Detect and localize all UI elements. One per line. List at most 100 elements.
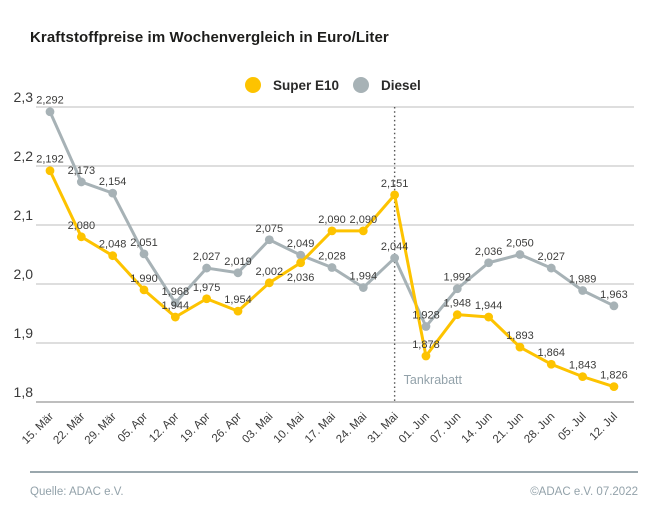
x-tick-label: 31. Mai <box>366 411 401 446</box>
data-point-super-e10 <box>170 312 180 322</box>
data-point-label: 2,050 <box>506 238 534 250</box>
data-point-super-e10 <box>484 312 494 322</box>
data-point-diesel <box>139 249 149 259</box>
data-point-label: 2,051 <box>130 237 158 249</box>
x-tick-label: 22. Mär <box>51 411 87 447</box>
x-tick-label: 26. Apr <box>210 411 244 445</box>
data-point-super-e10 <box>515 342 525 352</box>
data-point-label: 2,019 <box>224 256 252 268</box>
data-point-label: 2,292 <box>36 95 64 107</box>
data-point-label: 1,954 <box>224 294 252 306</box>
data-point-diesel <box>202 263 212 273</box>
annotation-label-tankrabatt: Tankrabatt <box>404 373 463 387</box>
x-tick-label: 05. Apr <box>116 411 150 445</box>
data-point-label: 1,944 <box>475 300 503 312</box>
data-point-super-e10 <box>609 382 619 392</box>
x-tick-label: 14. Jun <box>460 411 495 446</box>
legend-label-super-e10: Super E10 <box>273 77 340 93</box>
data-point-diesel <box>264 235 274 245</box>
data-point-label: 2,027 <box>538 251 566 263</box>
data-point-label: 1,864 <box>538 347 566 359</box>
data-point-super-e10 <box>546 359 556 369</box>
x-tick-label: 03. Mai <box>240 411 275 446</box>
y-tick-label: 1,9 <box>14 325 34 341</box>
data-point-diesel <box>358 283 368 292</box>
legend-label-diesel: Diesel <box>381 77 421 93</box>
footer-divider <box>30 471 638 473</box>
data-point-super-e10 <box>296 258 306 268</box>
x-tick-label: 12. Apr <box>147 411 181 445</box>
x-tick-label: 17. Mai <box>303 411 338 446</box>
data-point-diesel <box>296 250 306 260</box>
data-point-label: 2,075 <box>256 223 284 235</box>
data-point-super-e10 <box>108 251 118 261</box>
data-point-label: 1,826 <box>600 370 628 382</box>
data-point-super-e10 <box>578 372 588 382</box>
data-point-diesel <box>484 258 494 268</box>
y-tick-label: 2,2 <box>14 148 34 164</box>
data-point-label: 2,044 <box>381 241 409 253</box>
diesel-legend-dot-icon <box>353 77 370 93</box>
data-point-label: 1,878 <box>412 339 440 351</box>
data-point-diesel <box>546 263 556 273</box>
data-point-label: 1,948 <box>444 298 472 310</box>
data-point-diesel <box>76 177 86 187</box>
data-point-label: 2,049 <box>287 238 315 250</box>
super-e10-legend-dot-icon <box>245 77 261 93</box>
data-point-label: 2,173 <box>68 165 96 177</box>
data-point-super-e10 <box>45 166 55 176</box>
data-point-diesel <box>390 253 400 263</box>
legend-item-diesel: Diesel <box>353 77 421 93</box>
data-point-super-e10 <box>76 232 86 242</box>
data-point-diesel <box>578 286 588 295</box>
data-point-super-e10 <box>390 190 400 200</box>
data-point-diesel <box>327 263 337 272</box>
legend-item-super-e10: Super E10 <box>245 77 339 93</box>
data-point-super-e10 <box>452 310 462 320</box>
data-point-label: 1,975 <box>193 282 221 294</box>
data-point-label: 1,990 <box>130 273 158 285</box>
x-tick-label: 01. Jun <box>397 411 432 446</box>
data-point-super-e10 <box>327 226 337 236</box>
data-point-super-e10 <box>139 285 149 295</box>
y-tick-label: 2,3 <box>14 89 34 105</box>
data-point-diesel <box>452 284 462 294</box>
x-tick-label: 21. Jun <box>491 411 526 446</box>
data-point-label: 2,192 <box>36 154 64 166</box>
data-point-diesel <box>421 322 431 331</box>
data-point-diesel <box>108 188 118 198</box>
data-point-diesel <box>515 250 525 259</box>
x-tick-label: 10. Mai <box>272 411 307 446</box>
data-point-label: 2,080 <box>68 220 96 232</box>
data-point-label: 2,048 <box>99 239 127 251</box>
data-point-super-e10 <box>358 226 368 236</box>
data-point-super-e10 <box>421 351 431 361</box>
data-point-label: 2,151 <box>381 178 409 190</box>
x-tick-label: 12. Jul <box>588 411 620 443</box>
y-tick-label: 1,8 <box>14 384 34 400</box>
source-credit: Quelle: ADAC e.V. <box>30 486 124 498</box>
x-tick-label: 05. Jul <box>556 411 588 443</box>
x-tick-label: 28. Jun <box>522 411 557 446</box>
x-tick-label: 15. Mär <box>20 411 56 447</box>
data-point-diesel <box>233 268 243 278</box>
chart-title: Kraftstoffpreise im Wochenvergleich in E… <box>30 29 389 46</box>
data-point-label: 2,090 <box>350 214 378 226</box>
data-point-label: 1,928 <box>412 309 440 321</box>
x-tick-label: 29. Mär <box>83 411 119 447</box>
data-point-label: 2,028 <box>318 250 346 262</box>
data-point-label: 1,843 <box>569 360 597 372</box>
data-point-label: 1,994 <box>350 271 378 283</box>
data-point-label: 2,036 <box>287 272 315 284</box>
x-tick-label: 24. Mai <box>334 411 369 446</box>
y-tick-label: 2,1 <box>14 207 34 223</box>
chart-legend: Super E10 Diesel <box>245 77 421 93</box>
data-point-label: 2,027 <box>193 251 221 263</box>
x-tick-label: 07. Jun <box>428 411 463 446</box>
data-point-super-e10 <box>264 278 274 288</box>
data-point-super-e10 <box>233 306 243 316</box>
data-point-label: 1,963 <box>600 289 628 301</box>
data-point-label: 2,154 <box>99 176 127 188</box>
